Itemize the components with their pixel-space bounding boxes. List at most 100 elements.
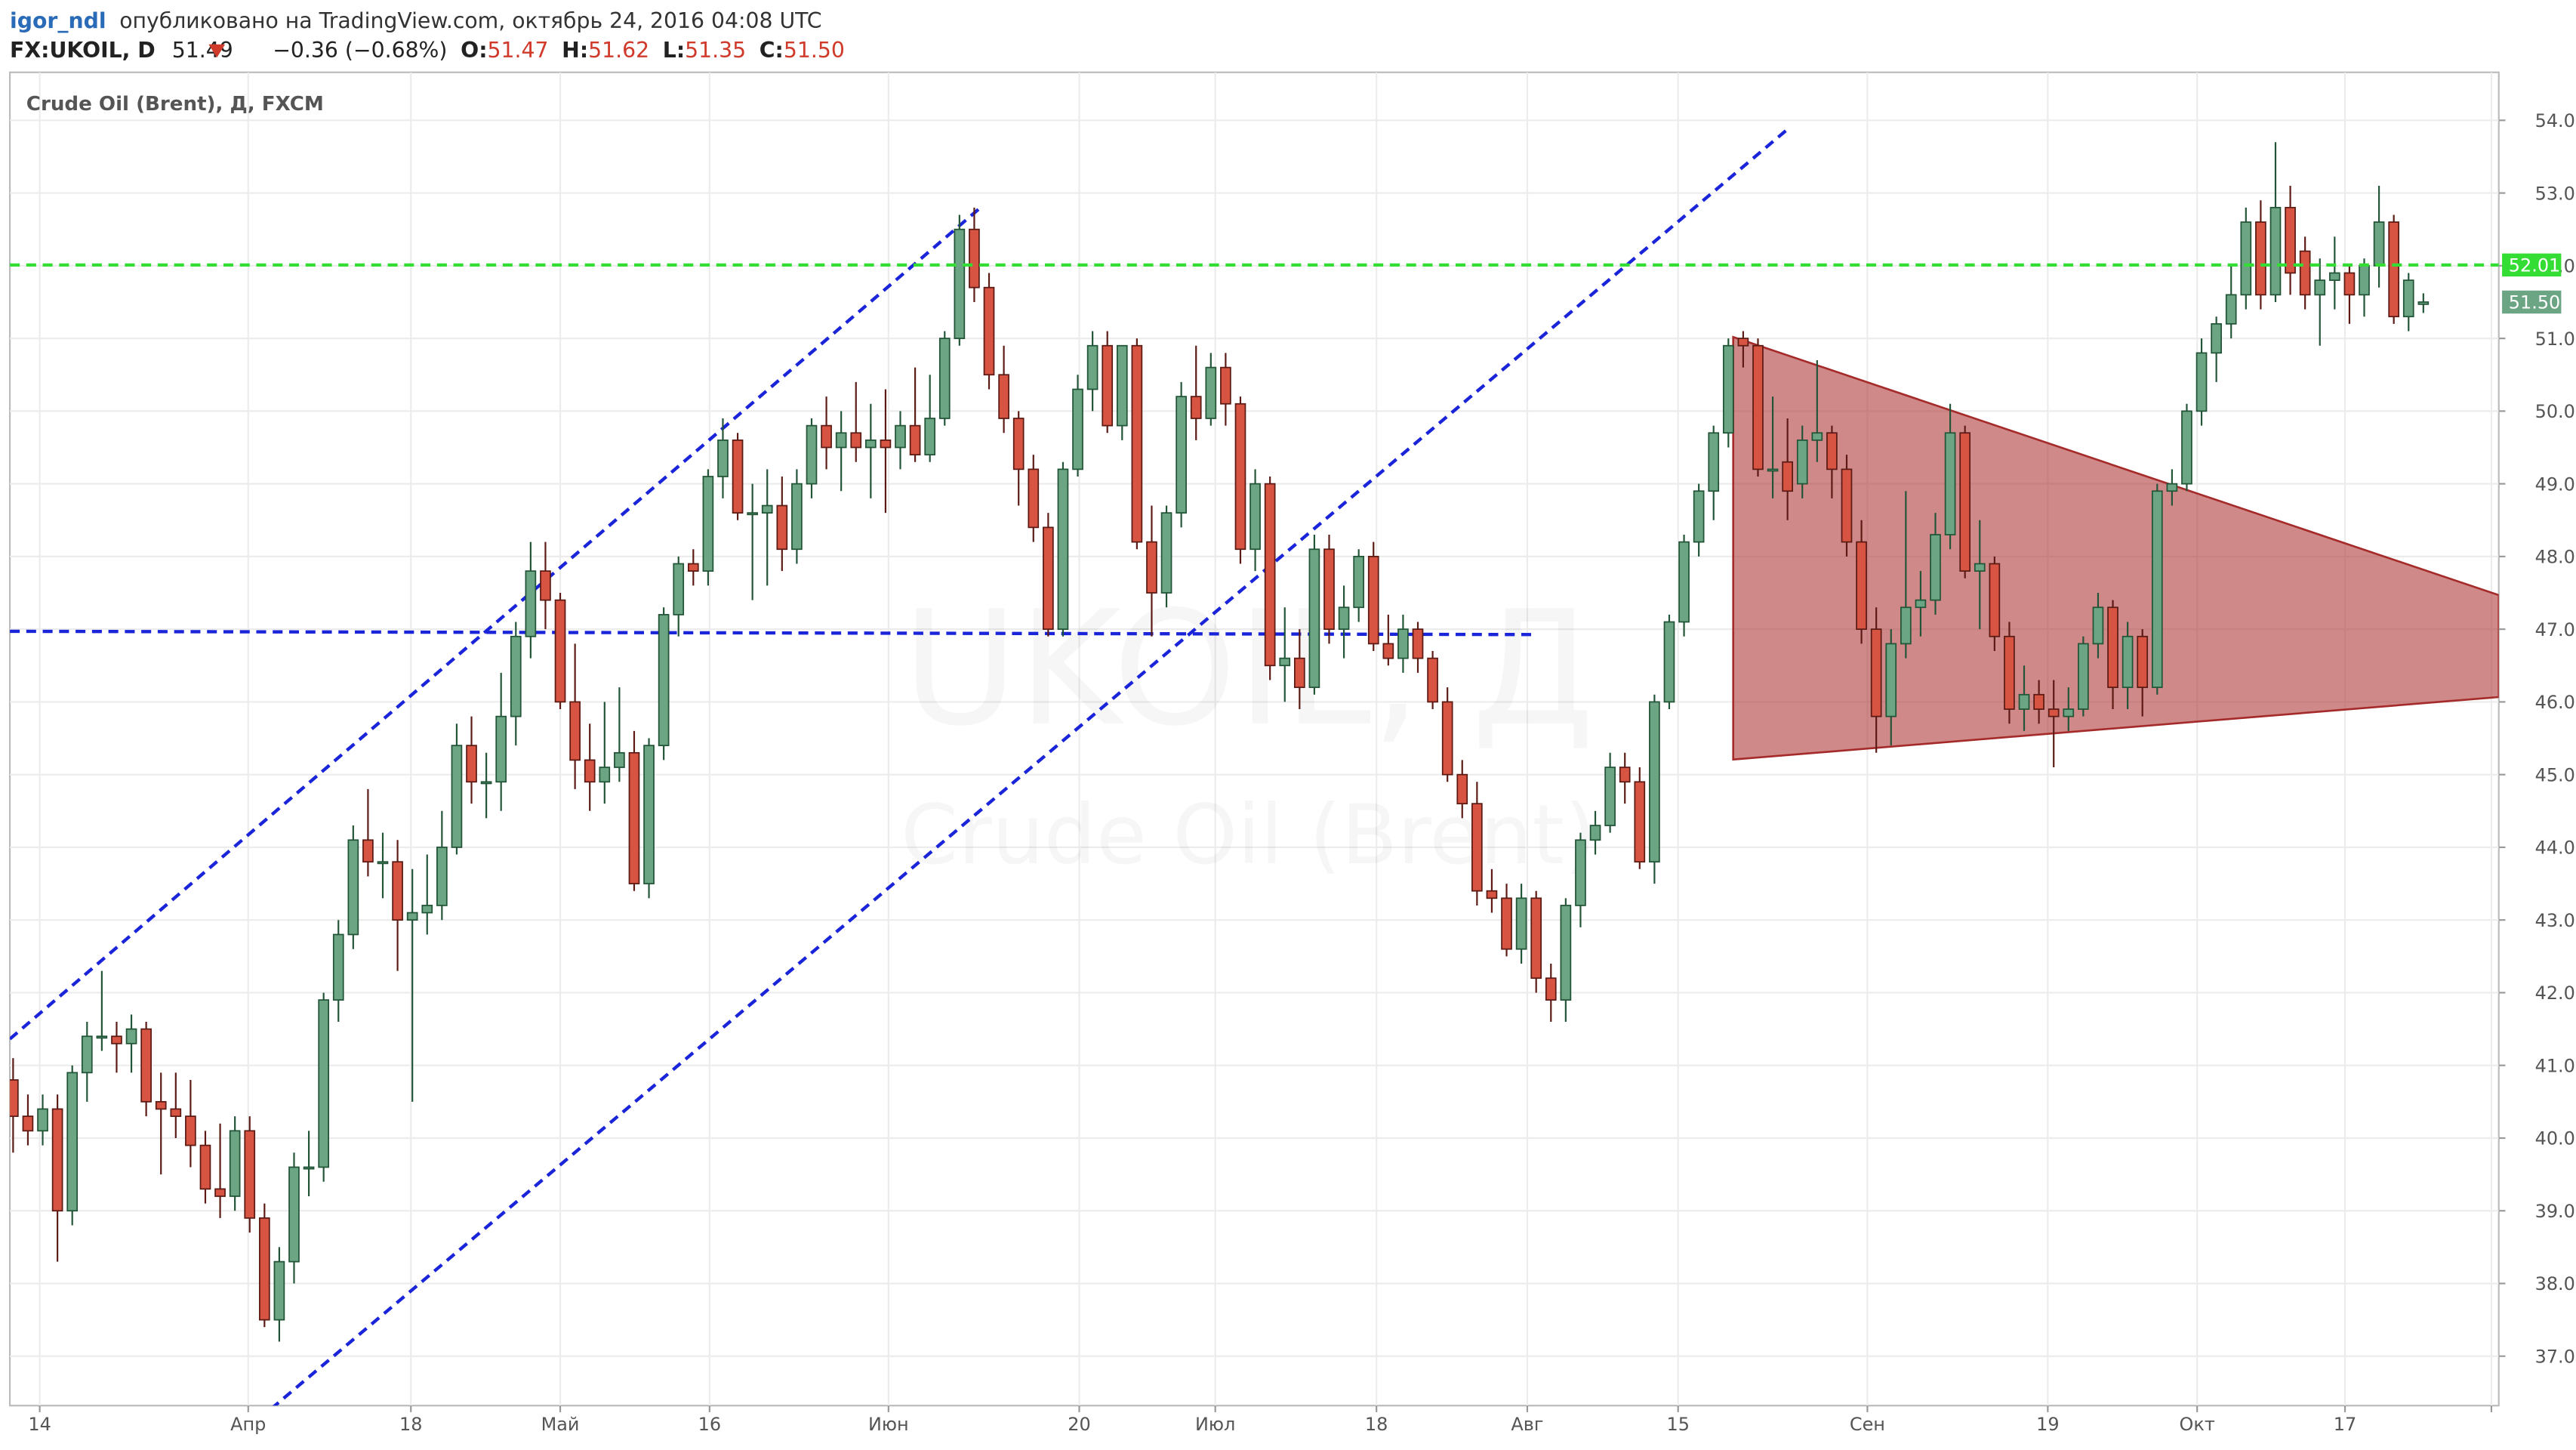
candle-body: [2151, 490, 2163, 689]
candle-body: [761, 504, 773, 514]
candle-body: [1427, 657, 1438, 703]
published: опубликовано на TradingView.com, октябрь…: [119, 8, 821, 33]
candle-body: [702, 476, 714, 572]
y-tick-label: 49.00: [2535, 474, 2576, 495]
candle-body: [2107, 606, 2118, 689]
candle-body: [821, 424, 832, 449]
candle-body: [199, 1144, 211, 1190]
candle-body: [569, 701, 581, 761]
c-label: C:: [760, 38, 784, 63]
candle-body: [2240, 221, 2252, 296]
channel-lower: [272, 125, 1792, 1406]
candle-body: [1057, 468, 1069, 631]
x-tick-label: 14: [28, 1414, 51, 1435]
candle-body: [1767, 468, 1779, 472]
candle-body: [1323, 548, 1335, 631]
candle-body: [554, 599, 566, 703]
candle-body: [909, 424, 921, 455]
last-price: 51.49: [172, 38, 233, 63]
author: igor_ndl: [10, 8, 106, 33]
candle-body: [1678, 541, 1690, 623]
x-tick-label: Окт: [2180, 1414, 2215, 1435]
candle-body: [732, 439, 744, 514]
y-tick-label: 50.00: [2535, 401, 2576, 422]
candle-body: [1782, 461, 1793, 492]
x-tick-label: 16: [698, 1414, 721, 1435]
candle-body: [643, 745, 655, 884]
candle-body: [1486, 890, 1498, 899]
candle-body: [1930, 534, 1941, 601]
candle-body: [1190, 396, 1202, 419]
candle-body: [510, 635, 522, 717]
candle-body: [806, 424, 818, 485]
candle-body: [2255, 221, 2266, 296]
candle-body: [1412, 628, 1424, 659]
candle-body: [2092, 606, 2104, 645]
candle-body: [22, 1115, 34, 1132]
candle-body: [954, 228, 966, 339]
candle-body: [377, 861, 389, 865]
x-tick-label: Апр: [230, 1414, 266, 1435]
candle-body: [466, 745, 477, 783]
o-label: O:: [461, 38, 487, 63]
candle-body: [2048, 708, 2060, 717]
candle-body: [2225, 294, 2237, 325]
candle-body: [1915, 599, 1927, 609]
candle-body: [1589, 825, 1601, 841]
candle-body: [2211, 322, 2222, 354]
drawings: [10, 125, 2499, 1406]
candle-body: [1841, 468, 1853, 543]
candle-body: [628, 751, 640, 884]
candle-body: [1885, 643, 1897, 717]
candle-body: [2373, 221, 2385, 267]
candle-body: [37, 1108, 48, 1132]
candle-body: [1619, 767, 1631, 783]
candle-body: [2359, 264, 2370, 296]
candle-body: [451, 745, 463, 848]
candle-body: [495, 715, 507, 783]
candle-body: [1116, 344, 1128, 427]
y-tick-label: 48.00: [2535, 547, 2576, 568]
candle-body: [895, 424, 906, 449]
candle-body: [258, 1217, 270, 1321]
x-tick-label: 17: [2334, 1414, 2356, 1435]
candle-body: [347, 839, 359, 936]
candle-body: [1737, 338, 1749, 347]
candle-body: [392, 861, 403, 921]
c-value: 51.50: [784, 38, 845, 63]
candle-body: [155, 1100, 167, 1110]
candle-body: [318, 999, 329, 1168]
x-tick-label: Авг: [1511, 1414, 1543, 1435]
candle-body: [1441, 701, 1453, 776]
x-tick-label: Июл: [1195, 1414, 1235, 1435]
watermark-sub: Crude Oil (Brent): [901, 787, 1596, 883]
candle-body: [1501, 897, 1512, 950]
candle-body: [436, 847, 448, 906]
candle-body: [406, 912, 418, 921]
candle-body: [747, 512, 758, 516]
change: −0.36 (−0.68%): [273, 38, 447, 63]
candle-body: [1176, 396, 1187, 514]
l-value: 51.35: [685, 38, 746, 63]
candle-body: [214, 1188, 226, 1197]
candle-body: [717, 439, 729, 477]
y-tick-label: 42.00: [2535, 983, 2576, 1004]
l-label: L:: [663, 38, 685, 63]
chart-title: Crude Oil (Brent), Д, FXCM: [26, 93, 324, 116]
candle-body: [2285, 206, 2296, 274]
candle-body: [865, 439, 877, 449]
y-tick-label: 39.00: [2535, 1201, 2576, 1222]
candle-body: [2299, 250, 2311, 296]
candle-body: [850, 432, 862, 449]
candle-body: [1131, 344, 1143, 543]
candle-body: [983, 286, 995, 376]
candle-body: [1353, 556, 1365, 609]
y-tick-label: 47.00: [2535, 619, 2576, 640]
candle-body: [2004, 635, 2015, 710]
candle-body: [2388, 221, 2400, 318]
candle-body: [1293, 657, 1305, 689]
candle-body: [1264, 483, 1276, 667]
hline-badge: [2502, 253, 2562, 277]
candle-body: [1102, 344, 1114, 427]
